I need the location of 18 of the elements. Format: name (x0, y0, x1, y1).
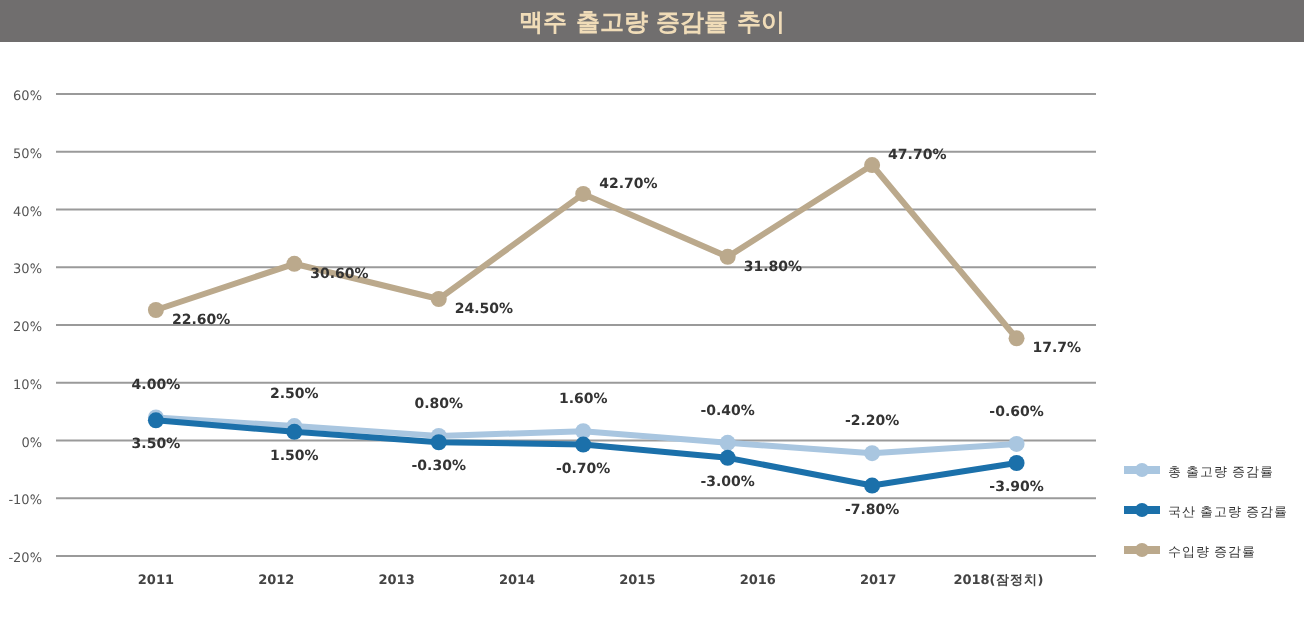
point (1008, 435, 1025, 452)
point (864, 477, 881, 494)
point (1008, 455, 1025, 472)
point (719, 434, 736, 451)
point (286, 423, 303, 440)
chart-title: 맥주 출고량 증감률 추이 (519, 8, 785, 36)
point (575, 423, 592, 440)
point (719, 248, 736, 265)
point (1008, 330, 1025, 347)
point (147, 301, 164, 318)
point (575, 185, 592, 202)
point (286, 255, 303, 272)
point (864, 157, 881, 174)
point (430, 434, 447, 451)
point (719, 449, 736, 466)
point (575, 436, 592, 453)
point (864, 445, 881, 462)
point (430, 291, 447, 308)
